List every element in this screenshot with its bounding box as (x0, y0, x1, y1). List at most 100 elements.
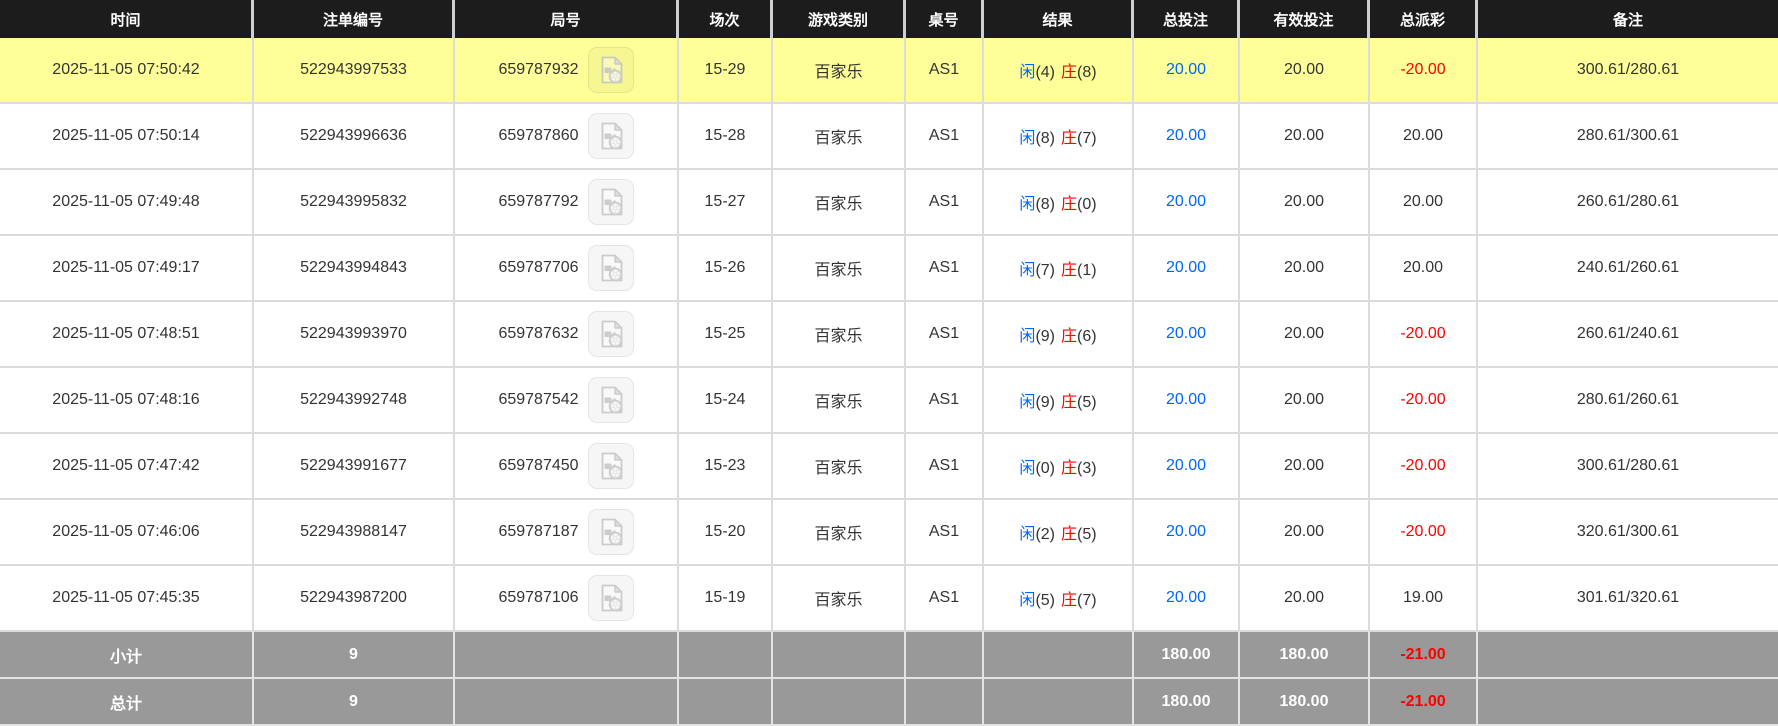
cell-order-number: 522943991677 (254, 434, 455, 500)
cell-session: 15-27 (679, 170, 773, 236)
cell-valid-bet: 20.00 (1240, 566, 1370, 632)
cell-table-no: AS1 (906, 170, 984, 236)
cell-game-type: 百家乐 (773, 38, 906, 104)
cell-result: 闲(0) 庄(3) (984, 434, 1134, 500)
video-replay-button[interactable] (587, 113, 634, 159)
footer-game-type-empty (773, 679, 906, 726)
cell-table-no: AS1 (906, 434, 984, 500)
footer-label: 小计 (0, 632, 254, 679)
video-replay-button[interactable] (587, 509, 634, 555)
footer-remark-empty (1478, 632, 1778, 679)
cell-remark: 301.61/320.61 (1478, 566, 1778, 632)
cell-game-number: 659787792 (455, 170, 679, 236)
video-replay-button[interactable] (587, 47, 634, 93)
result-banker-label: 庄 (1061, 526, 1078, 543)
cell-table-no: AS1 (906, 500, 984, 566)
table-row[interactable]: 2025-11-05 07:50:14 522943996636 659787860… (0, 104, 1778, 170)
result-banker-score: (7) (1077, 130, 1097, 147)
table-header: 时间 注单编号 局号 场次 游戏类别 桌号 结果 总投注 有效投注 总派彩 备注 (0, 0, 1778, 38)
footer-valid-bet: 180.00 (1240, 679, 1370, 726)
footer-count: 9 (254, 632, 455, 679)
cell-order-number: 522943996636 (254, 104, 455, 170)
result-player-score: (8) (1035, 130, 1055, 147)
video-replay-button[interactable] (587, 575, 634, 621)
cell-game-number: 659787860 (455, 104, 679, 170)
game-number-text: 659787450 (498, 457, 579, 474)
cell-session: 15-20 (679, 500, 773, 566)
result-player-label: 闲 (1019, 130, 1036, 147)
video-replay-button[interactable] (587, 245, 634, 291)
result-banker-label: 庄 (1061, 328, 1078, 345)
footer-result-empty (984, 679, 1134, 726)
result-player-label: 闲 (1019, 460, 1036, 477)
cell-payout: -20.00 (1370, 434, 1478, 500)
cell-result: 闲(8) 庄(0) (984, 170, 1134, 236)
result-banker-label: 庄 (1061, 460, 1078, 477)
cell-table-no: AS1 (906, 104, 984, 170)
header-valid-bet: 有效投注 (1240, 0, 1370, 38)
cell-remark: 240.61/260.61 (1478, 236, 1778, 302)
footer-label: 总计 (0, 679, 254, 726)
cell-game-type: 百家乐 (773, 302, 906, 368)
result-player-score: (7) (1035, 262, 1055, 279)
table-row[interactable]: 2025-11-05 07:46:06 522943988147 659787187… (0, 500, 1778, 566)
cell-table-no: AS1 (906, 566, 984, 632)
cell-valid-bet: 20.00 (1240, 500, 1370, 566)
cell-order-number: 522943993970 (254, 302, 455, 368)
table-row[interactable]: 2025-11-05 07:48:51 522943993970 659787632… (0, 302, 1778, 368)
cell-table-no: AS1 (906, 302, 984, 368)
video-file-icon (601, 386, 622, 414)
cell-total-bet: 20.00 (1134, 434, 1240, 500)
cell-total-bet: 20.00 (1134, 500, 1240, 566)
cell-valid-bet: 20.00 (1240, 170, 1370, 236)
table-row[interactable]: 2025-11-05 07:49:48 522943995832 659787792… (0, 170, 1778, 236)
cell-remark: 280.61/300.61 (1478, 104, 1778, 170)
result-banker-score: (0) (1077, 196, 1097, 213)
table-row[interactable]: 2025-11-05 07:49:17 522943994843 659787706… (0, 236, 1778, 302)
cell-order-number: 522943995832 (254, 170, 455, 236)
video-replay-button[interactable] (587, 443, 634, 489)
cell-game-type: 百家乐 (773, 500, 906, 566)
video-replay-button[interactable] (587, 179, 634, 225)
cell-time: 2025-11-05 07:47:42 (0, 434, 254, 500)
cell-remark: 260.61/280.61 (1478, 170, 1778, 236)
game-number-text: 659787932 (498, 61, 579, 78)
result-player-score: (9) (1035, 328, 1055, 345)
cell-session: 15-28 (679, 104, 773, 170)
game-number-text: 659787632 (498, 325, 579, 342)
result-player-score: (8) (1035, 196, 1055, 213)
cell-total-bet: 20.00 (1134, 38, 1240, 104)
cell-session: 15-24 (679, 368, 773, 434)
cell-result: 闲(9) 庄(5) (984, 368, 1134, 434)
cell-remark: 260.61/240.61 (1478, 302, 1778, 368)
table-row[interactable]: 2025-11-05 07:50:42 522943997533 659787932… (0, 38, 1778, 104)
cell-game-number: 659787450 (455, 434, 679, 500)
cell-game-type: 百家乐 (773, 434, 906, 500)
result-banker-label: 庄 (1061, 262, 1078, 279)
cell-session: 15-26 (679, 236, 773, 302)
table-row[interactable]: 2025-11-05 07:48:16 522943992748 659787542… (0, 368, 1778, 434)
table-row[interactable]: 2025-11-05 07:45:35 522943987200 659787106… (0, 566, 1778, 632)
game-number-text: 659787792 (498, 193, 579, 210)
cell-payout: 19.00 (1370, 566, 1478, 632)
footer-payout: -21.00 (1370, 679, 1478, 726)
table-row[interactable]: 2025-11-05 07:47:42 522943991677 659787450… (0, 434, 1778, 500)
cell-order-number: 522943988147 (254, 500, 455, 566)
video-replay-button[interactable] (587, 311, 634, 357)
footer-session-empty (679, 679, 773, 726)
cell-valid-bet: 20.00 (1240, 302, 1370, 368)
cell-payout: -20.00 (1370, 368, 1478, 434)
footer-table-no-empty (906, 632, 984, 679)
footer-game-type-empty (773, 632, 906, 679)
video-replay-button[interactable] (587, 377, 634, 423)
result-banker-label: 庄 (1061, 196, 1078, 213)
cell-result: 闲(8) 庄(7) (984, 104, 1134, 170)
cell-result: 闲(9) 庄(6) (984, 302, 1134, 368)
cell-game-number: 659787632 (455, 302, 679, 368)
cell-remark: 300.61/280.61 (1478, 38, 1778, 104)
cell-valid-bet: 20.00 (1240, 38, 1370, 104)
cell-valid-bet: 20.00 (1240, 434, 1370, 500)
subtotal-row: 小计 9 180.00 180.00 -21.00 (0, 632, 1778, 679)
header-order-number: 注单编号 (254, 0, 455, 38)
